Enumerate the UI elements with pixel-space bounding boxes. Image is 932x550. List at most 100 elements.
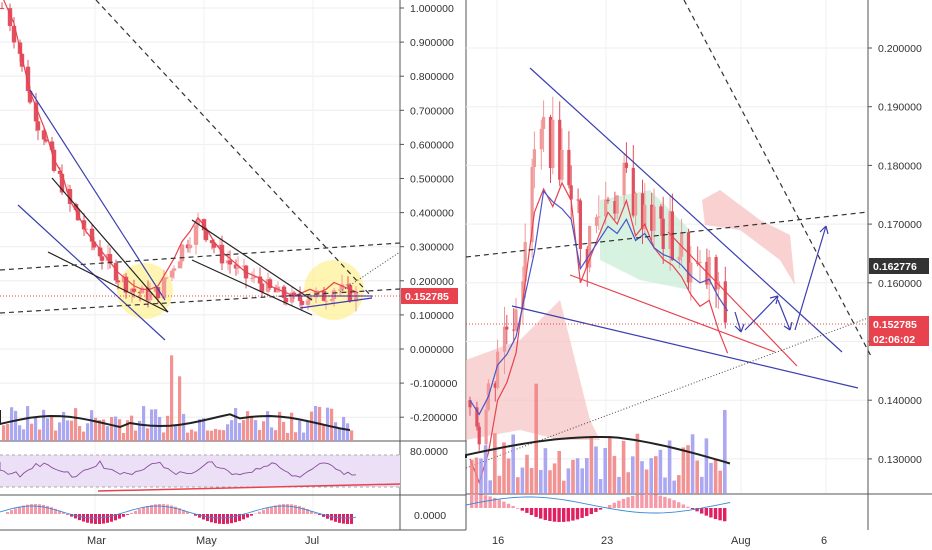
y-tick-label: -0.200000 (410, 412, 457, 424)
candle-body (686, 232, 691, 283)
candle-body (43, 139, 49, 142)
volume-bar (552, 463, 557, 494)
trendline (511, 305, 859, 389)
macd-histogram-bar (242, 514, 245, 520)
macd-histogram-bar (78, 514, 81, 521)
candle-body (521, 281, 525, 310)
macd-histogram-bar (66, 514, 69, 515)
x-tick-label: Jul (305, 535, 319, 547)
macd-histogram-bar (294, 505, 297, 514)
volume-bar (170, 355, 174, 441)
candle-body (169, 270, 175, 278)
macd-histogram-bar (672, 500, 676, 508)
macd-histogram-bar (667, 498, 672, 508)
candle-body (640, 193, 645, 230)
candle-body (193, 225, 199, 245)
price-badge (869, 258, 929, 274)
macd-histogram-bar (723, 508, 727, 522)
candle-body (81, 220, 87, 230)
volume-bar (704, 438, 709, 494)
macd-histogram-bar (286, 504, 289, 514)
volume-bar (94, 417, 98, 441)
macd-histogram-bar (214, 514, 217, 524)
volume-bar (686, 445, 690, 494)
volume-bar (294, 432, 298, 441)
macd-histogram-bar (30, 504, 33, 514)
volume-bar (242, 419, 246, 441)
volume-bar (66, 420, 70, 441)
volume-bar (548, 470, 552, 494)
projection-arrow (734, 311, 745, 333)
candle-body (597, 216, 601, 218)
candle-body (211, 243, 217, 248)
volume-bar (594, 446, 598, 494)
y-tick-label: 0.140000 (878, 395, 922, 407)
volume-bar (186, 432, 190, 441)
volume-bar (589, 436, 594, 494)
macd-histogram-bar (234, 514, 237, 523)
volume-bar (580, 468, 584, 494)
volume-bar (306, 420, 310, 441)
volume-bar (254, 420, 258, 441)
macd-histogram-bar (230, 514, 233, 524)
macd-histogram-bar (686, 506, 690, 508)
candle-body (171, 268, 177, 271)
macd-histogram-bar (278, 504, 281, 514)
moving-average-line (469, 181, 729, 485)
macd-histogram-bar (222, 514, 225, 524)
volume-bar (493, 433, 497, 494)
macd-histogram-bar (110, 514, 113, 522)
candle-body (578, 200, 582, 249)
macd-histogram-bar (114, 514, 117, 521)
macd-histogram-bar (306, 509, 309, 514)
candle-body (25, 66, 31, 91)
volume-bar (250, 415, 254, 441)
macd-histogram-bar (589, 508, 593, 515)
macd-histogram-bar (122, 514, 125, 517)
price-badge (401, 288, 458, 304)
macd-histogram-bar (282, 504, 285, 514)
projection-arrow (777, 299, 793, 331)
volume-bar (130, 415, 134, 441)
volume-bar (654, 456, 658, 494)
candle-body (615, 195, 619, 214)
price-badge (869, 316, 929, 346)
candle-body (532, 149, 536, 168)
macd-histogram-bar (38, 504, 41, 514)
volume-bar (529, 468, 534, 494)
macd-histogram-bar (22, 505, 25, 514)
macd-histogram-bar (548, 508, 552, 522)
macd-histogram-bar (74, 514, 77, 519)
volume-bar (198, 419, 202, 441)
volume-bar (470, 459, 474, 494)
volume-bar (122, 432, 126, 441)
candle-body (643, 204, 647, 230)
candle-body (49, 141, 55, 150)
candle-body (289, 292, 295, 303)
trendline (191, 259, 313, 316)
volume-bar (134, 430, 138, 441)
volume-bar (644, 469, 649, 494)
macd-histogram-bar (342, 514, 345, 524)
y-tick-label: 0.180000 (878, 160, 922, 172)
macd-histogram-bar (146, 506, 149, 514)
volume-bar (230, 420, 234, 441)
volume-bar (612, 455, 617, 494)
macd-histogram-bar (350, 514, 353, 524)
macd-histogram-bar (150, 505, 153, 514)
candle-body (99, 256, 105, 261)
macd-histogram-bar (58, 510, 61, 514)
candle-body (723, 281, 727, 323)
candle-body (558, 119, 562, 180)
candle-body (0, 8, 5, 9)
candle-body (7, 8, 13, 27)
volume-bar (102, 419, 106, 441)
macd-histogram-bar (34, 504, 37, 514)
moving-average-line (469, 189, 729, 416)
macd-histogram-bar (566, 508, 570, 522)
macd-histogram-bar (266, 508, 269, 514)
macd-histogram-bar (50, 507, 53, 514)
projection-arrow (744, 295, 779, 331)
volume-bar (166, 415, 170, 441)
macd-histogram-bar (470, 494, 474, 508)
